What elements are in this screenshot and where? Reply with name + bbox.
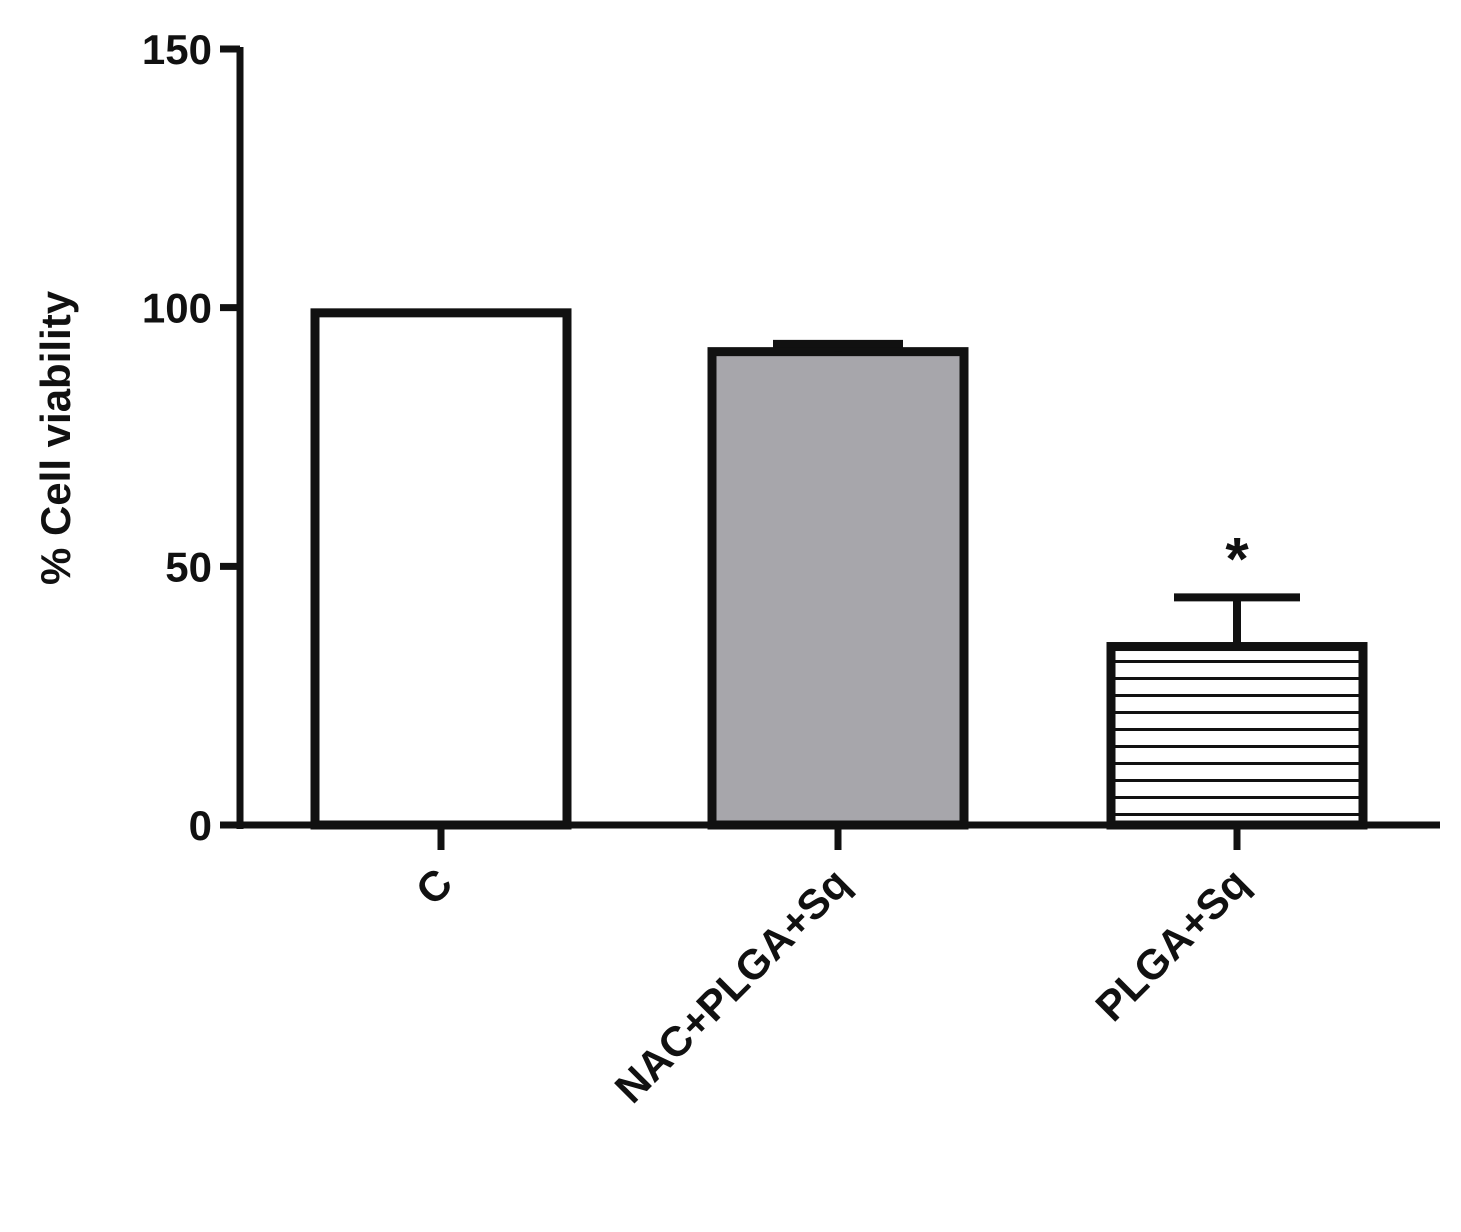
bar-2 [707, 347, 969, 830]
bar-3 [1106, 642, 1368, 830]
y-tick-label: 0 [189, 802, 212, 849]
plot-area: * 0 50 100 150 C NAC+PLGA+Sq PLGA+Sq [142, 26, 1440, 1112]
y-tick-label: 50 [165, 543, 212, 590]
significance-label: * [1225, 525, 1249, 592]
y-tick-label: 150 [142, 26, 212, 73]
x-tick-label: NAC+PLGA+Sq [606, 859, 859, 1112]
x-tick-label: PLGA+Sq [1086, 859, 1257, 1030]
x-tick-label: C [407, 859, 462, 914]
y-axis-title: % Cell viability [32, 290, 79, 585]
y-tick-label: 100 [142, 285, 212, 332]
bar-1 [310, 308, 572, 830]
